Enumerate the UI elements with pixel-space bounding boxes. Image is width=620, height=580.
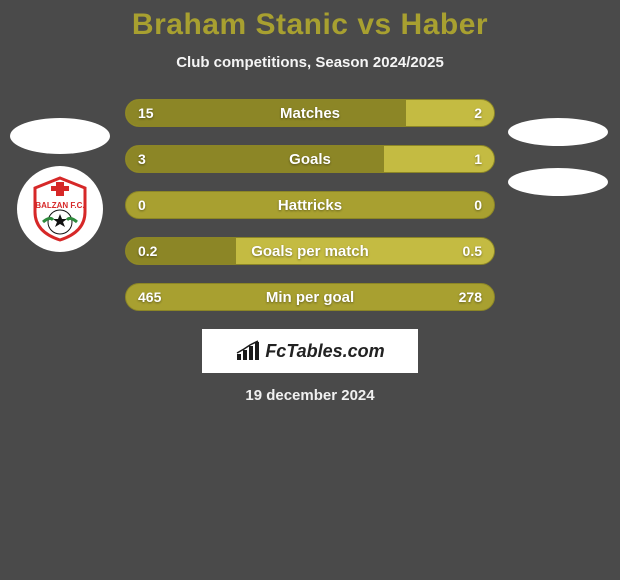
right-player-badges [508,118,608,218]
stat-metric-label: Min per goal [126,284,494,310]
stat-bar-row: 31Goals [125,145,495,173]
stat-metric-label: Matches [126,100,494,126]
left-player-avatar-placeholder [10,118,110,154]
stat-bars-container: 152Matches 31Goals 00Hattricks 0.20.5Goals … [125,99,495,311]
left-club-badge: BALZAN F.C. [17,166,103,252]
right-player-avatar-placeholder [508,118,608,146]
brand-attribution[interactable]: FcTables.com [202,329,418,373]
stat-bar-row: 00Hattricks [125,191,495,219]
balzan-fc-badge-icon: BALZAN F.C. [25,174,95,244]
stat-bar-row: 152Matches [125,99,495,127]
stat-metric-label: Goals per match [126,238,494,264]
stat-metric-label: Hattricks [126,192,494,218]
stat-metric-label: Goals [126,146,494,172]
right-club-badge-placeholder [508,168,608,196]
svg-text:BALZAN F.C.: BALZAN F.C. [35,201,84,210]
brand-text: FcTables.com [265,341,384,362]
comparison-subtitle: Club competitions, Season 2024/2025 [0,54,620,71]
stat-bar-row: 465278Min per goal [125,283,495,311]
stat-bar-row: 0.20.5Goals per match [125,237,495,265]
comparison-date: 19 december 2024 [0,387,620,404]
left-player-badges: BALZAN F.C. [10,118,110,252]
bar-chart-icon [235,340,261,362]
comparison-title: Braham Stanic vs Haber [0,8,620,42]
